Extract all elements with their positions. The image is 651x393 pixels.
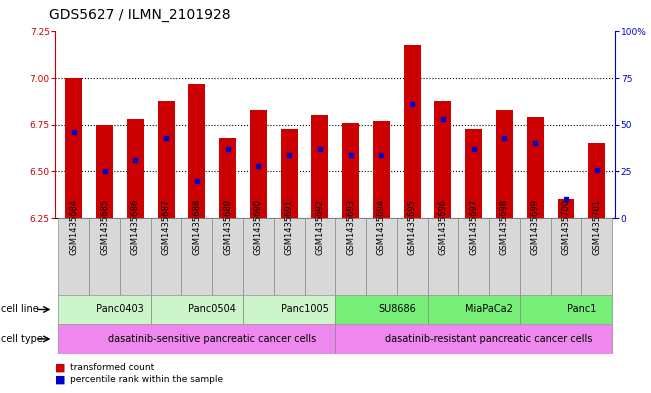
Bar (127, 119, 144, 218)
Bar (434, 101, 451, 218)
Text: GSM1435685: GSM1435685 (100, 199, 109, 255)
Text: Panc0403: Panc0403 (96, 305, 144, 314)
Text: Panc1: Panc1 (566, 305, 596, 314)
Text: GSM1435695: GSM1435695 (408, 199, 417, 255)
Text: transformed count: transformed count (70, 363, 154, 372)
Bar (551, 218, 581, 295)
Bar (404, 44, 421, 218)
Text: GSM1435699: GSM1435699 (531, 199, 540, 255)
Bar (59, 324, 335, 354)
Bar (250, 110, 267, 218)
Bar (219, 138, 236, 218)
Bar (273, 218, 305, 295)
Bar (489, 218, 520, 295)
Bar (465, 129, 482, 218)
Bar (158, 101, 174, 218)
Bar (212, 218, 243, 295)
Bar (305, 218, 335, 295)
Bar (366, 218, 397, 295)
Bar (335, 324, 612, 354)
Bar (243, 295, 335, 324)
Text: GSM1435687: GSM1435687 (161, 198, 171, 255)
Text: GSM1435696: GSM1435696 (438, 199, 447, 255)
Text: GDS5627 / ILMN_2101928: GDS5627 / ILMN_2101928 (49, 7, 230, 22)
Text: GSM1435691: GSM1435691 (284, 199, 294, 255)
Bar (527, 117, 544, 218)
Text: GSM1435693: GSM1435693 (346, 199, 355, 255)
Bar (188, 84, 205, 218)
Bar (581, 218, 612, 295)
Text: GSM1435694: GSM1435694 (377, 199, 386, 255)
Bar (373, 121, 390, 218)
Bar (65, 78, 82, 218)
Text: dasatinib-sensitive pancreatic cancer cells: dasatinib-sensitive pancreatic cancer ce… (108, 334, 316, 344)
Text: cell type: cell type (1, 334, 43, 344)
Text: GSM1435700: GSM1435700 (561, 199, 570, 255)
Bar (397, 218, 428, 295)
Bar (520, 218, 551, 295)
Text: GSM1435684: GSM1435684 (69, 199, 78, 255)
Text: GSM1435692: GSM1435692 (315, 199, 324, 255)
Text: GSM1435698: GSM1435698 (500, 199, 509, 255)
Text: GSM1435688: GSM1435688 (192, 198, 201, 255)
Text: ■: ■ (55, 362, 66, 373)
Bar (520, 295, 612, 324)
Bar (150, 218, 182, 295)
Bar (281, 129, 298, 218)
Bar (428, 218, 458, 295)
Bar (59, 218, 89, 295)
Text: GSM1435686: GSM1435686 (131, 198, 140, 255)
Bar (150, 295, 243, 324)
Text: GSM1435689: GSM1435689 (223, 199, 232, 255)
Bar (335, 218, 366, 295)
Text: GSM1435701: GSM1435701 (592, 199, 602, 255)
Text: GSM1435690: GSM1435690 (254, 199, 263, 255)
Bar (243, 218, 273, 295)
Bar (589, 143, 605, 218)
Bar (342, 123, 359, 218)
Bar (335, 295, 428, 324)
Text: dasatinib-resistant pancreatic cancer cells: dasatinib-resistant pancreatic cancer ce… (385, 334, 593, 344)
Bar (458, 218, 489, 295)
Bar (311, 116, 328, 218)
Bar (89, 218, 120, 295)
Text: GSM1435697: GSM1435697 (469, 199, 478, 255)
Bar (120, 218, 150, 295)
Bar (59, 295, 150, 324)
Bar (182, 218, 212, 295)
Text: percentile rank within the sample: percentile rank within the sample (70, 375, 223, 384)
Bar (428, 295, 520, 324)
Bar (496, 110, 513, 218)
Text: MiaPaCa2: MiaPaCa2 (465, 305, 513, 314)
Text: SU8686: SU8686 (378, 305, 415, 314)
Bar (557, 200, 574, 218)
Text: Panc1005: Panc1005 (281, 305, 329, 314)
Text: ■: ■ (55, 374, 66, 384)
Text: cell line: cell line (1, 305, 39, 314)
Bar (96, 125, 113, 218)
Text: Panc0504: Panc0504 (188, 305, 236, 314)
